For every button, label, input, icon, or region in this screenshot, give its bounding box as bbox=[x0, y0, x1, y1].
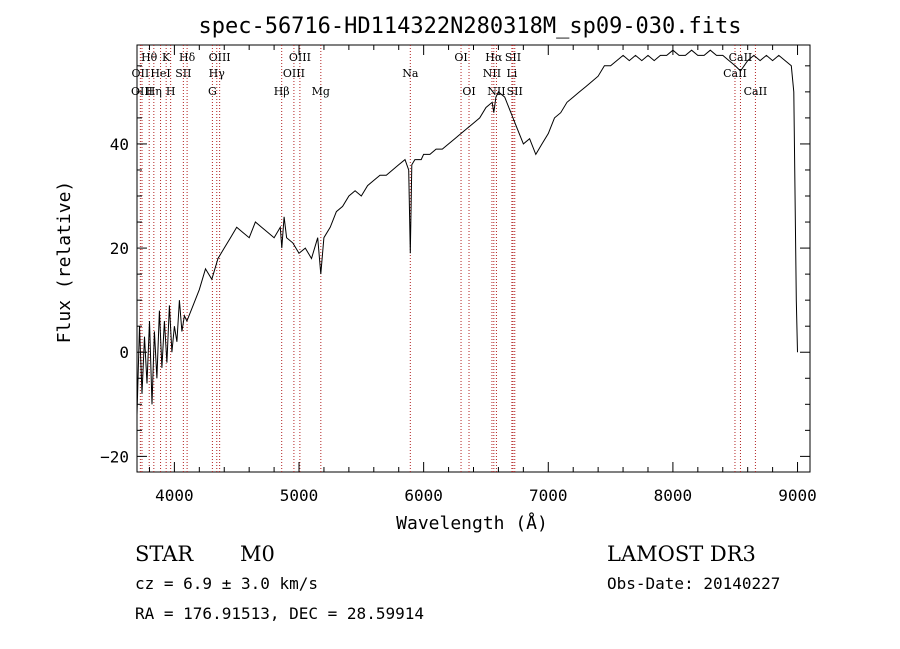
line-label-NII: NII bbox=[483, 67, 501, 80]
line-label-H: H bbox=[166, 85, 176, 98]
line-label-HeI: HeI bbox=[150, 67, 170, 80]
ra-dec: RA = 176.91513, DEC = 28.59914 bbox=[135, 604, 424, 623]
line-label-OII: OII bbox=[132, 67, 150, 80]
object-class: STAR bbox=[135, 542, 194, 566]
line-label-CaII: CaII bbox=[723, 67, 747, 80]
survey-name: LAMOST DR3 bbox=[607, 542, 756, 566]
x-tick-label: 4000 bbox=[155, 486, 194, 505]
line-label-OIII: OIII bbox=[209, 51, 231, 64]
x-tick-label: 5000 bbox=[280, 486, 319, 505]
line-label-OI: OI bbox=[454, 51, 467, 64]
x-axis-label: Wavelength (Å) bbox=[396, 512, 548, 534]
line-label-Mg: Mg bbox=[312, 85, 330, 98]
line-label-Hη: Hη bbox=[146, 85, 162, 98]
line-label-Hα: Hα bbox=[485, 51, 503, 64]
line-label-K: K bbox=[162, 51, 171, 64]
line-label-OIII: OIII bbox=[289, 51, 311, 64]
x-tick-label: 9000 bbox=[778, 486, 817, 505]
line-label-Li: Li bbox=[506, 67, 517, 80]
line-label-OIII: OIII bbox=[283, 67, 305, 80]
line-label-NII: NII bbox=[487, 85, 505, 98]
y-tick-label: 0 bbox=[119, 343, 129, 362]
obs-date: Obs-Date: 20140227 bbox=[607, 574, 780, 593]
plot-frame bbox=[136, 44, 811, 473]
line-label-SII: SII bbox=[507, 85, 523, 98]
y-tick-label: 40 bbox=[110, 135, 129, 154]
line-label-CaII: CaII bbox=[744, 85, 768, 98]
line-label-Hδ: Hδ bbox=[179, 51, 196, 64]
x-tick-label: 7000 bbox=[529, 486, 568, 505]
chart-title: spec-56716-HD114322N280318M_sp09-030.fit… bbox=[198, 14, 741, 39]
axis-ticks bbox=[137, 45, 810, 472]
y-axis-label: Flux (relative) bbox=[54, 181, 75, 344]
spectral-line-markers bbox=[139, 45, 756, 472]
line-label-Na: Na bbox=[402, 67, 419, 80]
line-label-SII: SII bbox=[175, 67, 191, 80]
line-label-OI: OI bbox=[462, 85, 475, 98]
y-tick-label: −20 bbox=[100, 447, 129, 466]
line-label-Hγ: Hγ bbox=[209, 67, 226, 80]
line-label-Hβ: Hβ bbox=[274, 85, 290, 98]
line-label-CaII: CaII bbox=[729, 51, 753, 64]
x-tick-label: 8000 bbox=[654, 486, 693, 505]
spectrum-line bbox=[136, 49, 798, 415]
line-label-G: G bbox=[208, 85, 217, 98]
redshift-cz: cz = 6.9 ± 3.0 km/s bbox=[135, 574, 318, 593]
x-tick-label: 6000 bbox=[404, 486, 443, 505]
line-label-Hθ: Hθ bbox=[141, 51, 158, 64]
axis-tick-labels: 4000 5000 6000 7000 8000 9000 −20 0 20 40 bbox=[100, 135, 817, 505]
object-subclass: M0 bbox=[240, 542, 275, 566]
line-label-SII: SII bbox=[505, 51, 521, 64]
y-tick-label: 20 bbox=[110, 239, 129, 258]
